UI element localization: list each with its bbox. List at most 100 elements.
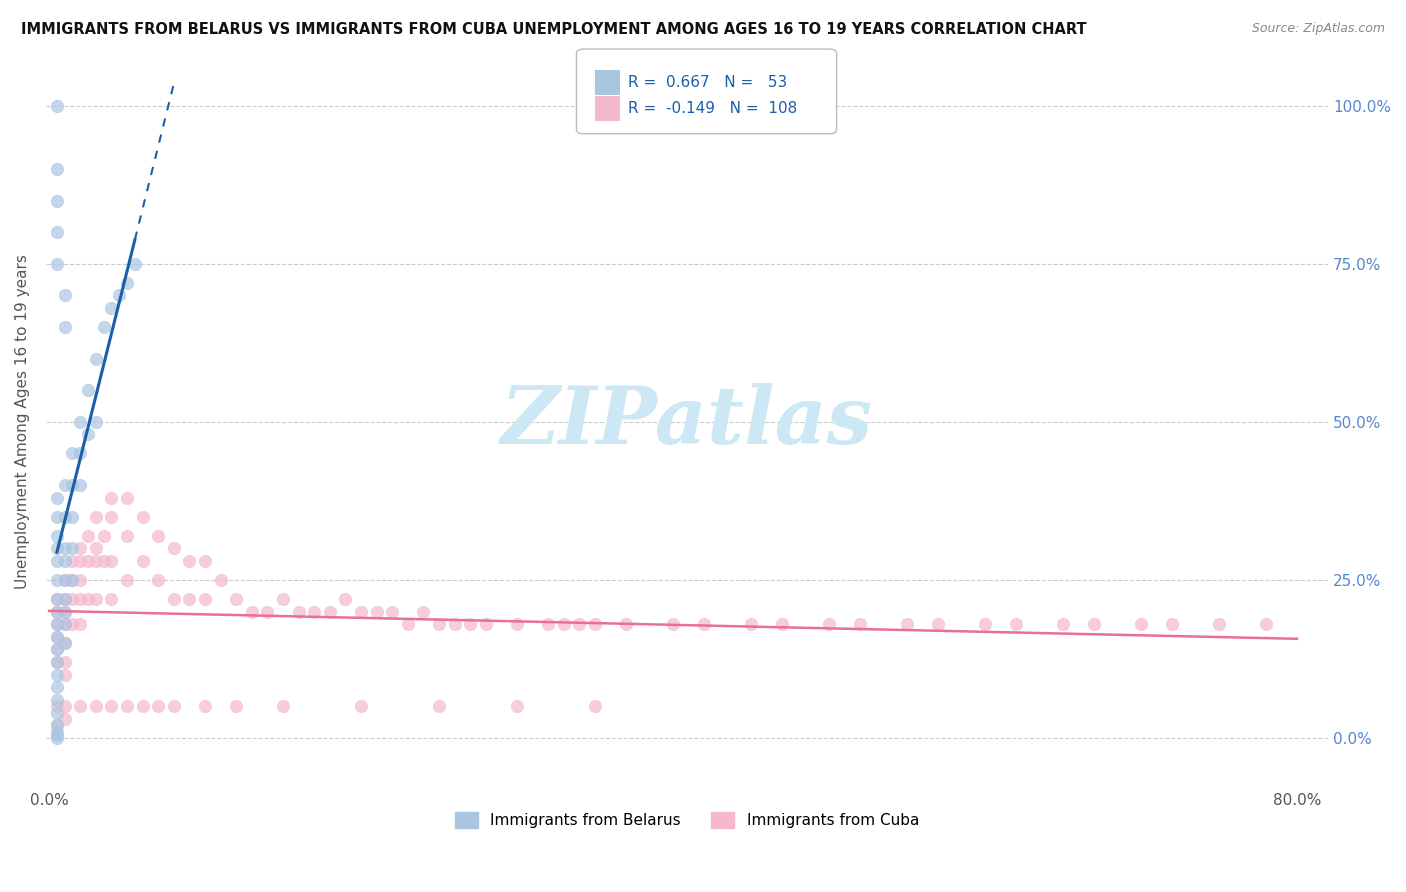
Point [62,541,84,556]
Point [381,605,404,619]
Point [62,446,84,460]
Point [335,591,357,606]
Point [350,605,373,619]
Point [77,554,100,568]
Point [115,276,138,290]
Point [53,288,76,302]
Point [45,630,67,644]
Point [69,699,91,714]
Point [45,642,67,657]
Point [69,446,91,460]
Point [427,617,450,632]
Point [53,591,76,606]
Point [84,699,107,714]
Point [163,699,186,714]
Point [45,699,67,714]
Point [53,636,76,650]
Point [53,509,76,524]
Point [45,728,67,742]
Point [131,554,153,568]
Point [84,541,107,556]
Text: Source: ZipAtlas.com: Source: ZipAtlas.com [1251,22,1385,36]
Point [62,591,84,606]
Point [45,541,67,556]
Point [45,257,67,271]
Point [194,591,217,606]
Text: R =  0.667   N =   53: R = 0.667 N = 53 [628,75,787,90]
Point [131,699,153,714]
Point [427,699,450,714]
Point [412,605,434,619]
Point [475,617,498,632]
Point [974,617,997,632]
Point [100,699,122,714]
Point [84,554,107,568]
Point [53,667,76,681]
Point [1254,617,1277,632]
Point [662,617,685,632]
Point [84,591,107,606]
Point [45,225,67,239]
Point [287,605,309,619]
Point [62,617,84,632]
Point [53,655,76,669]
Point [45,667,67,681]
Point [45,161,67,176]
Point [366,605,388,619]
Point [194,699,217,714]
Point [53,554,76,568]
Point [1129,617,1152,632]
Point [45,491,67,505]
Point [131,509,153,524]
Point [45,655,67,669]
Point [84,351,107,366]
Point [45,617,67,632]
Point [148,699,170,714]
Point [271,591,294,606]
Point [693,617,716,632]
Point [45,509,67,524]
Point [84,415,107,429]
Point [53,591,76,606]
Point [77,528,100,542]
Text: ZIPatlas: ZIPatlas [501,383,873,460]
Point [53,573,76,587]
Point [53,617,76,632]
Point [45,99,67,113]
Point [53,541,76,556]
Y-axis label: Unemployment Among Ages 16 to 19 years: Unemployment Among Ages 16 to 19 years [15,254,30,590]
Point [93,528,115,542]
Point [53,573,76,587]
Point [53,605,76,619]
Point [179,554,201,568]
Point [1005,617,1028,632]
Point [1208,617,1230,632]
Point [45,591,67,606]
Point [53,636,76,650]
Point [225,699,247,714]
Point [69,591,91,606]
Point [163,541,186,556]
Point [240,605,263,619]
Point [69,541,91,556]
Point [568,617,591,632]
Point [225,591,247,606]
Point [115,573,138,587]
Point [124,257,146,271]
Point [179,591,201,606]
Point [45,591,67,606]
Point [77,591,100,606]
Point [69,478,91,492]
Point [194,554,217,568]
Point [53,605,76,619]
Point [319,605,342,619]
Text: R =  -0.149   N =  108: R = -0.149 N = 108 [628,101,797,116]
Point [506,617,529,632]
Point [45,718,67,732]
Point [927,617,949,632]
Point [209,573,232,587]
Point [108,288,131,302]
Point [115,491,138,505]
Point [45,642,67,657]
Point [62,509,84,524]
